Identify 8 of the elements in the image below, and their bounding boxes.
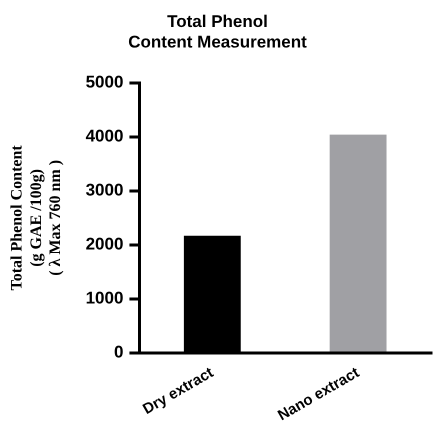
y-tick-label: 1000	[86, 288, 124, 308]
y-tick-label: 3000	[86, 180, 124, 200]
y-tick-label: 0	[114, 342, 124, 362]
y-tick-label: 4000	[86, 126, 124, 146]
y-axis-title: Total Phenol Content (g GAE /100g) ( λ Max 760 nm )	[8, 144, 64, 290]
y-tick-label: 2000	[86, 234, 124, 254]
y-tick-label: 5000	[86, 72, 124, 92]
chart-title: Total Phenol Content Measurement	[128, 12, 308, 52]
